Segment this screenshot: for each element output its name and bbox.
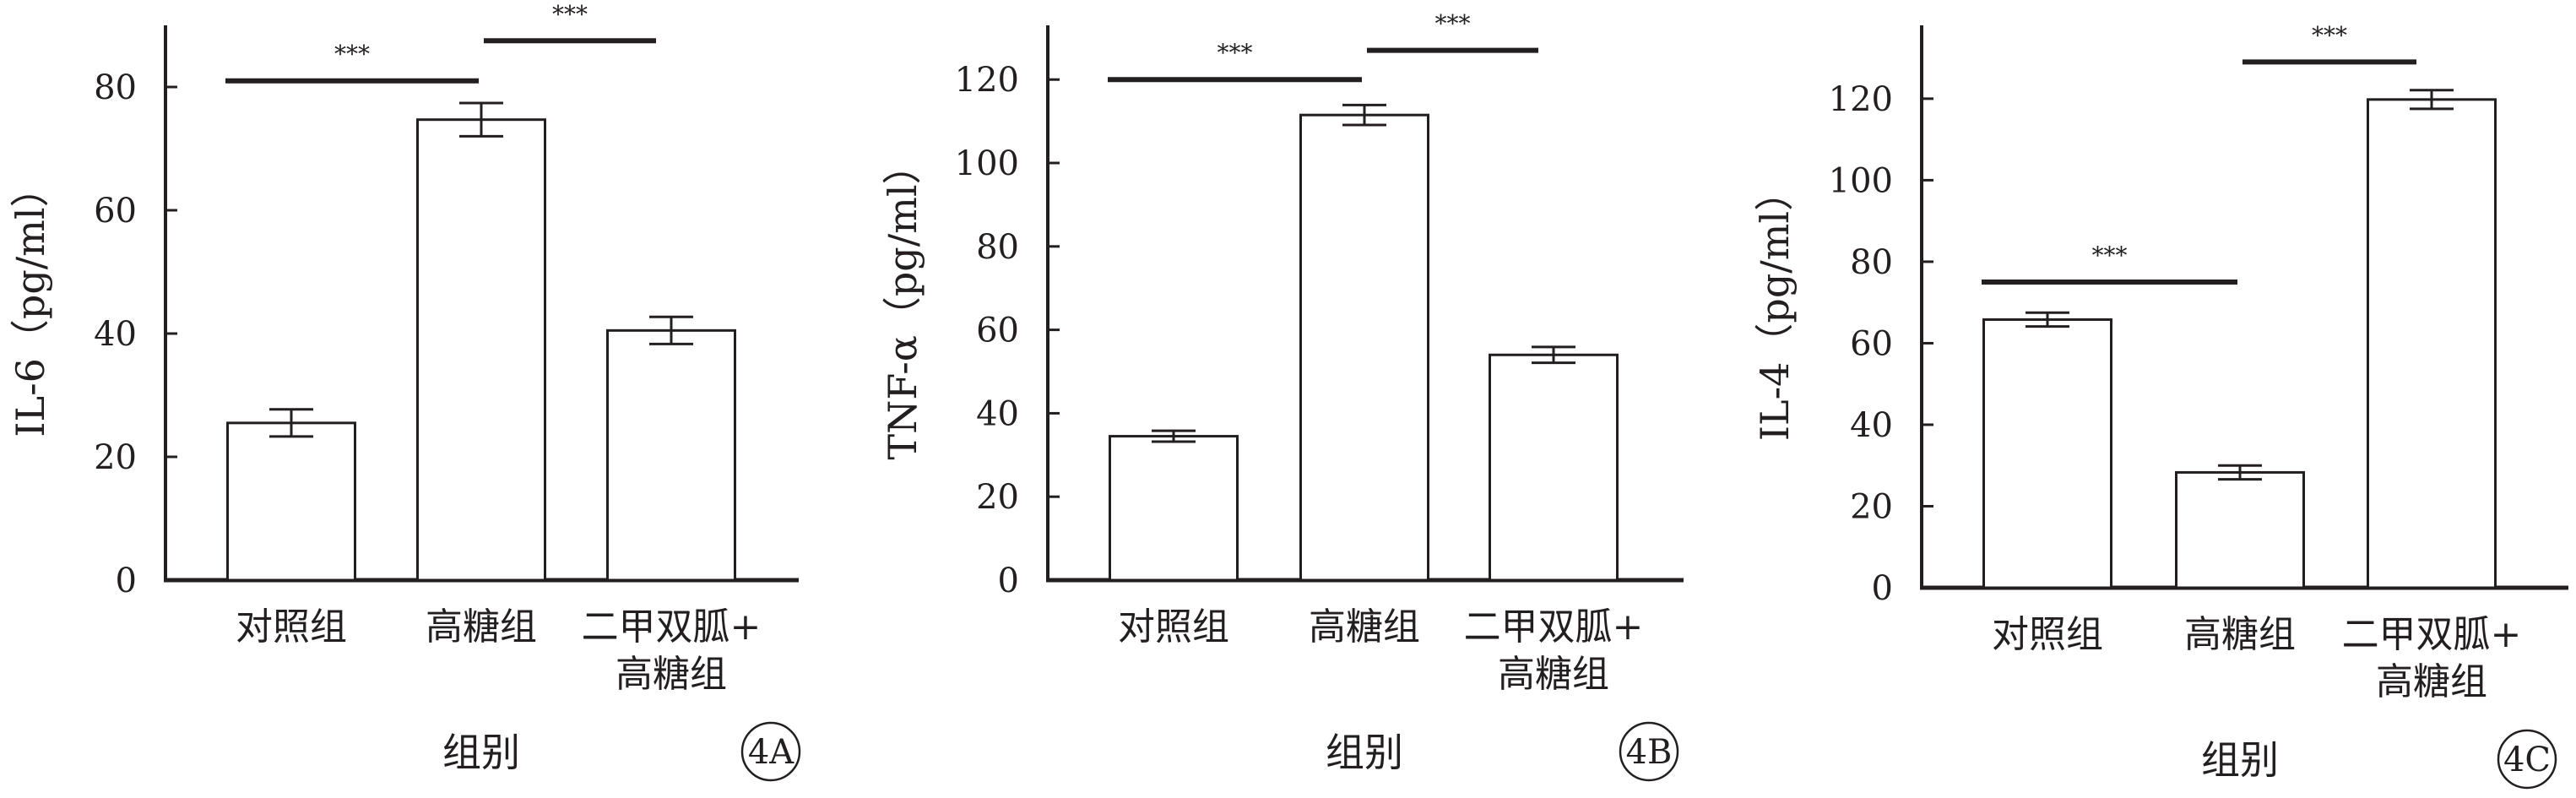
significance-label: ***	[334, 41, 370, 68]
x-category-label: 高糖组	[616, 653, 727, 696]
x-category-label: 高糖组	[1498, 653, 1609, 696]
panel-tag-label: 4C	[2503, 741, 2551, 779]
x-category-label: 对照组	[1992, 613, 2103, 656]
y-tick-label: 120	[1829, 80, 1893, 119]
y-tick-label: 100	[955, 144, 1019, 183]
x-category-label: 对照组	[236, 605, 347, 649]
y-tick-label: 40	[94, 315, 137, 354]
panel-tag-circle	[740, 721, 801, 782]
y-tick-label: 40	[1850, 406, 1893, 445]
y-tick-label: 20	[1850, 487, 1893, 526]
bar	[2367, 98, 2497, 589]
x-category-label: 高糖组	[2184, 613, 2296, 656]
panel-tag-circle	[1619, 721, 1679, 782]
y-axis-title: TNF-α（pg/ml）	[880, 145, 925, 459]
significance-label: ***	[1435, 10, 1471, 38]
x-category-label: 二甲双胍+	[2342, 613, 2522, 656]
significance-label: ***	[1217, 39, 1253, 67]
x-category-label: 二甲双胍+	[582, 605, 762, 649]
y-tick-label: 60	[976, 312, 1019, 350]
x-axis-title: 组别	[2201, 737, 2279, 783]
x-category-label: 对照组	[1118, 605, 1229, 649]
y-tick-label: 0	[998, 562, 1019, 600]
y-tick-label: 20	[976, 478, 1019, 517]
panel-tag-label: 4A	[748, 733, 794, 772]
y-tick-label: 20	[94, 438, 137, 477]
bar	[1489, 353, 1619, 582]
y-tick-label: 0	[1872, 569, 1893, 608]
x-category-label: 高糖组	[2376, 660, 2487, 703]
bar	[1982, 318, 2112, 589]
y-tick-label: 120	[955, 61, 1019, 100]
panel-tag-label: 4B	[1626, 733, 1673, 772]
y-tick-label: 40	[976, 394, 1019, 433]
bar	[416, 118, 546, 582]
bar	[1299, 113, 1429, 582]
y-tick-label: 80	[976, 228, 1019, 267]
panel-tag-circle	[2497, 729, 2557, 790]
y-tick-label: 60	[94, 192, 137, 231]
y-tick-label: 80	[94, 68, 137, 107]
y-tick-label: 100	[1829, 161, 1893, 200]
y-tick-label: 80	[1850, 243, 1893, 282]
bar	[606, 328, 736, 582]
bar	[226, 421, 356, 582]
y-axis-title: IL-6（pg/ml）	[8, 168, 53, 437]
y-axis-title: IL-4（pg/ml）	[1752, 172, 1798, 441]
bar	[2175, 470, 2305, 589]
x-axis-title: 组别	[442, 730, 520, 775]
x-category-label: 二甲双胍+	[1464, 605, 1644, 649]
x-category-label: 高糖组	[1309, 605, 1420, 649]
y-tick-label: 0	[116, 562, 137, 600]
x-axis-title: 组别	[1326, 730, 1403, 775]
significance-label: ***	[2092, 242, 2128, 269]
y-tick-label: 60	[1850, 324, 1893, 363]
significance-label: ***	[2312, 21, 2347, 49]
x-category-label: 高糖组	[426, 605, 537, 649]
bar	[1109, 435, 1239, 582]
significance-label: ***	[552, 0, 588, 28]
